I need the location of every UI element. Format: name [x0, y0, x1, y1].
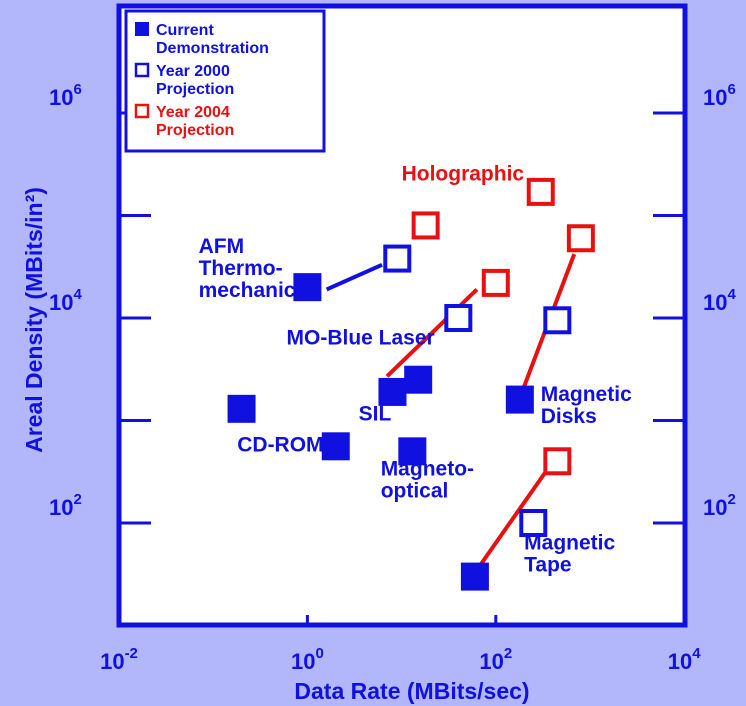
- tick-exponent: 2: [727, 491, 735, 508]
- marker-current: [227, 394, 256, 423]
- tick-base: 10: [668, 649, 692, 674]
- annotation-line: MO-Blue Laser: [287, 327, 435, 350]
- legend-marker: [135, 22, 149, 36]
- legend-label: Demonstration: [156, 40, 269, 57]
- tick-exponent: 6: [73, 81, 81, 98]
- y-axis-label: Areal Density (MBits/in²): [21, 187, 47, 453]
- annotations: Holographic AFM Thermo-mechanical MO-Blue L…: [199, 162, 632, 576]
- annotation-line: Tape: [524, 554, 571, 577]
- y-tick-label-right: 106: [703, 81, 736, 110]
- tick-exponent: 0: [315, 645, 323, 662]
- annotation-label: Magnetic Tape: [524, 532, 615, 577]
- legend-label: Projection: [156, 81, 234, 98]
- y-tick-label-right: 104: [703, 286, 736, 315]
- tick-base: 10: [100, 649, 124, 674]
- tick-base: 10: [49, 290, 73, 315]
- tick-exponent: 4: [73, 286, 82, 303]
- marker-y2004: [481, 268, 510, 297]
- tick-exponent: -2: [125, 645, 138, 662]
- marker-current: [460, 562, 489, 591]
- annotation-line: optical: [381, 480, 449, 503]
- annotation-label: AFM Thermo-mechanical: [199, 235, 313, 302]
- annotation-line: Magneto-: [381, 458, 474, 481]
- marker-current: [404, 365, 433, 394]
- marker-y2004: [566, 224, 595, 253]
- tick-base: 10: [479, 649, 503, 674]
- annotation-line: Holographic: [402, 162, 525, 185]
- marker-y2000: [519, 509, 548, 537]
- annotation-label: Magnetic Disks: [541, 383, 632, 428]
- marker-current: [378, 377, 407, 406]
- data-markers: [227, 177, 595, 591]
- marker-y2004: [543, 447, 572, 476]
- legend-label: Year 2000: [156, 63, 230, 80]
- y-tick-label-left: 102: [49, 491, 82, 520]
- tick-base: 10: [49, 85, 73, 110]
- x-tick-label: 100: [291, 645, 324, 674]
- legend-label: Year 2004: [156, 104, 230, 121]
- tick-exponent: 4: [727, 286, 736, 303]
- marker-current: [505, 385, 534, 414]
- annotation-line: CD-ROM: [237, 433, 323, 456]
- x-tick-labels: 10-2 100 102 104: [100, 645, 701, 674]
- marker-current: [398, 437, 427, 466]
- tick-base: 10: [703, 85, 727, 110]
- legend-marker: [134, 103, 150, 119]
- marker-y2000: [383, 244, 412, 273]
- annotation-label: Holographic: [402, 162, 525, 185]
- tick-base: 10: [703, 290, 727, 315]
- marker-current: [321, 432, 350, 461]
- legend-label: Projection: [156, 122, 234, 139]
- x-axis-label: Data Rate (MBits/sec): [294, 678, 529, 704]
- annotation-line: mechanical: [199, 279, 313, 302]
- annotation-line: AFM: [199, 235, 245, 258]
- annotation-label: SIL: [359, 403, 392, 426]
- marker-y2000: [543, 306, 572, 335]
- annotation-label: CD-ROM: [237, 433, 323, 456]
- y-tick-label-left: 106: [49, 81, 82, 110]
- x-tick-label: 10-2: [100, 645, 138, 674]
- connector-line: [479, 468, 549, 565]
- legend-box: [124, 9, 326, 153]
- tick-exponent: 6: [727, 81, 735, 98]
- marker-y2004: [526, 177, 555, 206]
- connector-line: [385, 287, 479, 378]
- annotation-line: Magnetic: [541, 383, 632, 406]
- tick-base: 10: [291, 649, 315, 674]
- annotation-line: SIL: [359, 403, 392, 426]
- annotation-label: MO-Blue Laser: [287, 327, 435, 350]
- tick-base: 10: [49, 495, 73, 520]
- annotation-line: Thermo-: [199, 257, 283, 280]
- tick-base: 10: [703, 495, 727, 520]
- x-tick-label: 104: [668, 645, 701, 674]
- annotation-line: Magnetic: [524, 532, 615, 555]
- tick-exponent: 2: [504, 645, 512, 662]
- y-tick-label-left: 104: [49, 286, 82, 315]
- legend-marker: [134, 62, 150, 78]
- marker-y2004: [411, 211, 440, 240]
- tick-exponent: 2: [73, 491, 81, 508]
- legend-label: Current: [156, 22, 214, 39]
- x-tick-label: 102: [479, 645, 512, 674]
- y-tick-label-right: 102: [703, 491, 736, 520]
- marker-current: [293, 273, 322, 302]
- annotation-line: Disks: [541, 405, 597, 428]
- marker-y2000: [444, 304, 473, 332]
- connector-line: [325, 263, 383, 292]
- tick-exponent: 4: [692, 645, 701, 662]
- annotation-label: Magneto-optical: [381, 458, 474, 503]
